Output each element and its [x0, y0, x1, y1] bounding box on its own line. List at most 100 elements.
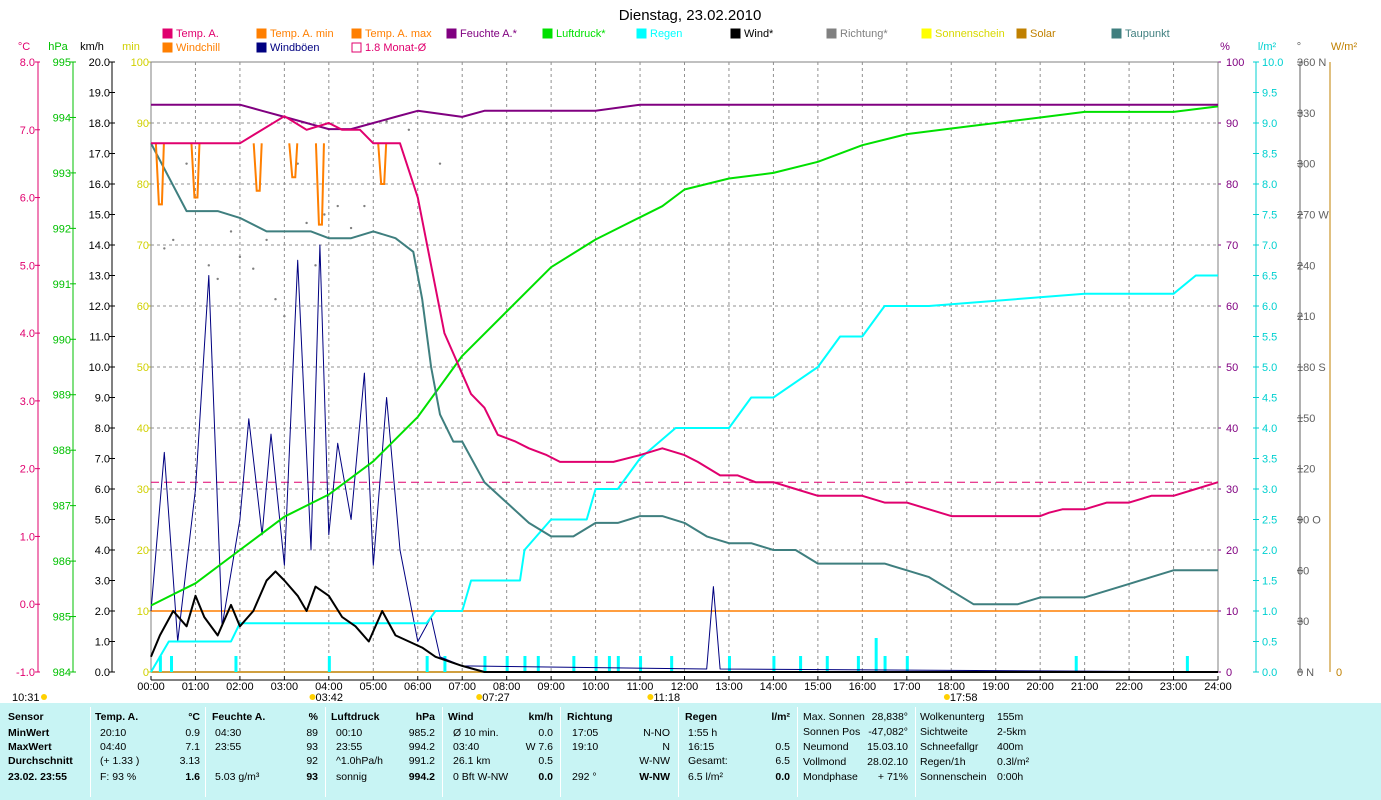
axis-tick-label: 8.5	[1262, 149, 1277, 161]
axis-tick-label: 360 N	[1297, 57, 1326, 69]
axis-tick-label: 15.0	[89, 210, 110, 222]
stat-cell: 2-5km	[997, 726, 1027, 738]
axis-tick-label: 1.0	[20, 531, 35, 543]
axis-unit-temp: °C	[18, 41, 30, 53]
x-tick-label: 09:00	[537, 681, 565, 693]
axis-tick-label: 30	[137, 484, 149, 496]
legend-label: Sonnenschein	[935, 28, 1005, 40]
stat-cell: Wolkenunterg	[920, 711, 985, 723]
legend-label: 1.8 Monat-Ø	[365, 42, 427, 54]
series-rain-event	[425, 656, 429, 672]
panel-divider	[442, 707, 443, 797]
legend-swatch	[162, 28, 173, 39]
axis-unit-press: hPa	[48, 41, 68, 53]
stat-cell: 04:30	[215, 727, 242, 739]
stat-cell: F: 93 %	[100, 771, 137, 783]
axis-tick-label: 3.0	[20, 396, 35, 408]
legend-label: Temp. A.	[176, 28, 219, 40]
axis-tick-label: 13.0	[89, 271, 110, 283]
axis-tick-label: 18.0	[89, 118, 110, 130]
series-rain-event	[874, 638, 878, 672]
stat-cell: Durchschnitt	[8, 755, 73, 767]
stat-cell: 985.2	[408, 727, 435, 739]
x-tick-label: 08:00	[493, 681, 521, 693]
axis-tick-label: 5.0	[20, 260, 35, 272]
axis-tick-label: 16.0	[89, 179, 110, 191]
series-rain-event	[483, 656, 487, 672]
stat-cell: 28.02.10	[867, 756, 908, 768]
series-direction-dot	[252, 267, 255, 270]
stat-cell: 28,838°	[871, 711, 908, 723]
axis-tick-label: 0.5	[1262, 637, 1277, 649]
series-rain-event	[536, 656, 540, 672]
x-tick-label: 18:00	[937, 681, 965, 693]
stat-cell: 155m	[997, 711, 1024, 723]
legend-swatch	[256, 28, 267, 39]
series-direction-dot	[305, 221, 308, 225]
stat-cell: Regen	[685, 711, 718, 723]
axis-tick-label: 2.5	[1262, 515, 1277, 527]
stats-panel: Sensor MinWert MaxWert Durchschnitt 23.02. 2…	[0, 703, 1381, 800]
stat-cell: Ø 10 min.	[453, 727, 499, 739]
stat-cell: MinWert	[8, 727, 50, 739]
series-rain-event	[158, 656, 162, 672]
series-rain-event	[523, 656, 527, 672]
series-direction-dot	[407, 128, 411, 131]
axis-tick-label: 5.0	[1262, 362, 1277, 374]
axis-tick-label: 6.5	[1262, 271, 1277, 283]
stat-cell: Temp. A.	[95, 711, 139, 723]
axis-tick-label: 40	[137, 423, 149, 435]
axis-tick-label: 19.0	[89, 88, 110, 100]
axis-tick-label: 0.0	[95, 667, 110, 679]
sun-marker-label: 17:58	[950, 692, 978, 703]
series-direction-dot	[274, 298, 277, 301]
series-direction-dot	[229, 230, 233, 233]
axis-tick-label: 985	[53, 612, 71, 624]
stat-cell: 0.3l/m²	[997, 756, 1030, 768]
stat-cell: 93	[306, 741, 318, 753]
axis-tick-label: 210	[1297, 311, 1315, 323]
axis-tick-label: 14.0	[89, 240, 110, 252]
legend-label: Windböen	[270, 42, 320, 54]
stat-cell: 0.0	[775, 771, 790, 783]
axis-unit-rain: l/m²	[1258, 41, 1277, 53]
x-tick-label: 01:00	[182, 681, 210, 693]
series-temp-min-drop	[314, 143, 325, 226]
legend-label: Windchill	[176, 42, 220, 54]
weather-chart: Dienstag, 23.02.2010 Temp. A. Temp. A. mi…	[12, 7, 1358, 703]
stat-cell: 0.9	[185, 727, 200, 739]
stat-cell: 0.5	[538, 755, 553, 767]
legend-swatch	[1016, 28, 1027, 39]
stat-cell: 991.2	[408, 755, 435, 767]
sun-marker-label: 03:42	[315, 692, 343, 703]
stat-cell: Sonnen Pos	[803, 726, 861, 738]
series-rain-event	[883, 656, 887, 672]
x-tick-label: 21:00	[1071, 681, 1099, 693]
axis-tick-label: 11.0	[89, 332, 110, 344]
series-pressure	[150, 105, 1219, 607]
stat-cell: 23:55	[215, 741, 242, 753]
axis-tick-label: 300	[1297, 159, 1315, 171]
series-temp-min-drop	[154, 143, 165, 206]
axis-tick-label: 7.0	[1262, 240, 1277, 252]
stat-cell: 19:10	[572, 741, 599, 753]
series	[150, 103, 1219, 673]
axis-tick-label: 6.0	[95, 484, 110, 496]
x-tick-label: 13:00	[715, 681, 743, 693]
x-tick-label: 19:00	[982, 681, 1010, 693]
series-rain-event	[1074, 656, 1078, 672]
axis-tick-label: 4.0	[20, 328, 35, 340]
x-tick-label: 16:00	[849, 681, 877, 693]
series-rain-event	[670, 656, 674, 672]
axis-tick-label: 3.0	[95, 576, 110, 588]
panel-divider	[325, 707, 326, 797]
axis-tick-label: 7.5	[1262, 210, 1277, 222]
axis-tick-label: 0	[1336, 667, 1342, 679]
series-rain-event	[1185, 656, 1189, 672]
axis-tick-label: 40	[1226, 423, 1238, 435]
axis-tick-label: 20	[137, 545, 149, 557]
stat-cell: 994.2	[408, 741, 435, 753]
legend-swatch	[730, 28, 741, 39]
axis-tick-label: 20	[1226, 545, 1238, 557]
axis-tick-label: 2.0	[20, 464, 35, 476]
